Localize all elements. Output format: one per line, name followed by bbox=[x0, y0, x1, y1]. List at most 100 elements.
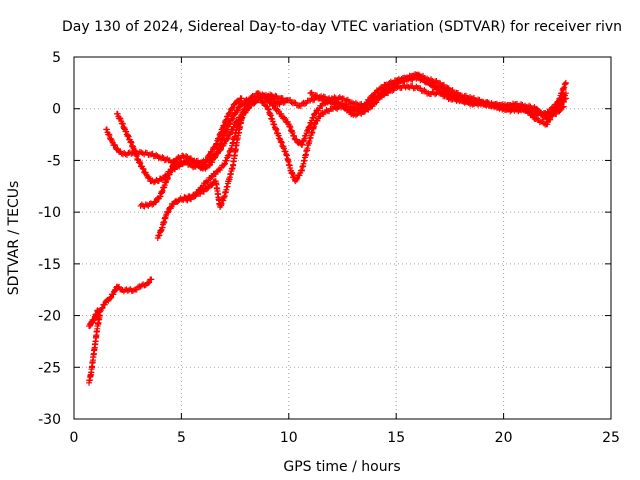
x-tick-label: 5 bbox=[177, 430, 186, 446]
data-point bbox=[146, 279, 153, 286]
data-point bbox=[529, 111, 536, 118]
y-tick-label: -20 bbox=[38, 309, 61, 325]
data-point bbox=[278, 110, 285, 117]
series-track-b bbox=[113, 93, 264, 186]
data-point bbox=[534, 107, 541, 114]
x-tick-label: 15 bbox=[387, 430, 405, 446]
data-point bbox=[395, 79, 402, 86]
series-track-a bbox=[103, 95, 245, 171]
data-point bbox=[116, 115, 123, 122]
data-point bbox=[507, 103, 514, 110]
series-track-e bbox=[180, 96, 256, 210]
data-point bbox=[319, 109, 326, 116]
x-axis-label: GPS time / hours bbox=[283, 459, 400, 475]
plot-frame bbox=[73, 56, 612, 420]
x-tick-label: 25 bbox=[602, 430, 620, 446]
data-point bbox=[227, 120, 234, 127]
data-point bbox=[323, 107, 330, 114]
data-point bbox=[209, 159, 216, 166]
data-point bbox=[533, 105, 540, 112]
data-point bbox=[536, 119, 543, 126]
data-point bbox=[140, 166, 147, 173]
data-point bbox=[103, 126, 110, 133]
data-point bbox=[561, 96, 568, 103]
data-point bbox=[432, 83, 439, 90]
data-point bbox=[291, 99, 298, 106]
data-point bbox=[540, 120, 547, 127]
y-tick-label: -10 bbox=[38, 205, 61, 221]
data-point bbox=[107, 294, 114, 301]
data-point bbox=[149, 201, 156, 208]
data-point bbox=[281, 114, 288, 121]
data-point bbox=[515, 108, 522, 115]
data-point bbox=[293, 136, 300, 143]
data-point bbox=[452, 90, 459, 97]
data-point bbox=[319, 97, 326, 104]
data-point bbox=[234, 107, 241, 114]
data-point bbox=[110, 291, 117, 298]
series-track-early bbox=[86, 276, 155, 386]
data-point bbox=[125, 132, 132, 139]
y-tick-label: 0 bbox=[52, 102, 61, 118]
data-point bbox=[165, 208, 172, 215]
data-point bbox=[405, 83, 412, 90]
data-point bbox=[114, 110, 121, 117]
data-point bbox=[496, 101, 503, 108]
data-point bbox=[123, 128, 130, 135]
data-point bbox=[234, 107, 241, 114]
data-point bbox=[125, 133, 132, 140]
data-point bbox=[311, 93, 318, 100]
data-point bbox=[227, 109, 234, 116]
y-tick-label: 5 bbox=[52, 50, 61, 66]
data-point bbox=[136, 158, 143, 165]
data-point bbox=[270, 96, 277, 103]
data-point bbox=[200, 188, 207, 195]
plot-area bbox=[86, 71, 569, 386]
data-point bbox=[170, 162, 177, 169]
data-point bbox=[164, 209, 171, 216]
x-tick-label: 0 bbox=[70, 430, 79, 446]
data-point bbox=[229, 106, 236, 113]
data-point bbox=[224, 135, 231, 142]
chart-title: Day 130 of 2024, Sidereal Day-to-day VTE… bbox=[62, 19, 622, 35]
data-point bbox=[229, 115, 236, 122]
data-point bbox=[148, 276, 155, 283]
data-point bbox=[183, 153, 190, 160]
data-point bbox=[275, 100, 282, 107]
data-point bbox=[229, 126, 236, 133]
data-point bbox=[383, 89, 390, 96]
data-point bbox=[153, 151, 160, 158]
data-point bbox=[137, 160, 144, 167]
data-point bbox=[391, 83, 398, 90]
data-point bbox=[153, 198, 160, 205]
data-point bbox=[229, 116, 236, 123]
data-point bbox=[312, 110, 319, 117]
data-point bbox=[105, 131, 112, 138]
data-point bbox=[250, 93, 257, 100]
x-tick-label: 10 bbox=[280, 430, 298, 446]
y-tick-label: -5 bbox=[47, 153, 61, 169]
data-point bbox=[112, 142, 119, 149]
grid-lines bbox=[74, 57, 611, 419]
data-point bbox=[229, 104, 236, 111]
y-axis-label: SDTVAR / TECUs bbox=[6, 181, 22, 296]
data-point bbox=[340, 102, 347, 109]
data-point bbox=[208, 182, 215, 189]
data-point bbox=[209, 148, 216, 155]
data-point bbox=[301, 100, 308, 107]
data-point bbox=[260, 98, 267, 105]
data-point bbox=[249, 97, 256, 104]
data-point bbox=[206, 162, 213, 169]
axis-ticks: 0 5 10 15 20 25 5 0 -5 -10 -15 -20 -25 -30 bbox=[38, 50, 620, 446]
data-point bbox=[352, 112, 359, 119]
data-point bbox=[418, 73, 425, 80]
data-point bbox=[560, 98, 567, 105]
data-point bbox=[98, 305, 105, 312]
data-point bbox=[374, 96, 381, 103]
data-point bbox=[562, 95, 569, 102]
series-track-i bbox=[307, 71, 569, 123]
data-point bbox=[93, 312, 100, 319]
data-point bbox=[91, 317, 98, 324]
data-point bbox=[562, 79, 569, 86]
data-point bbox=[281, 115, 288, 122]
